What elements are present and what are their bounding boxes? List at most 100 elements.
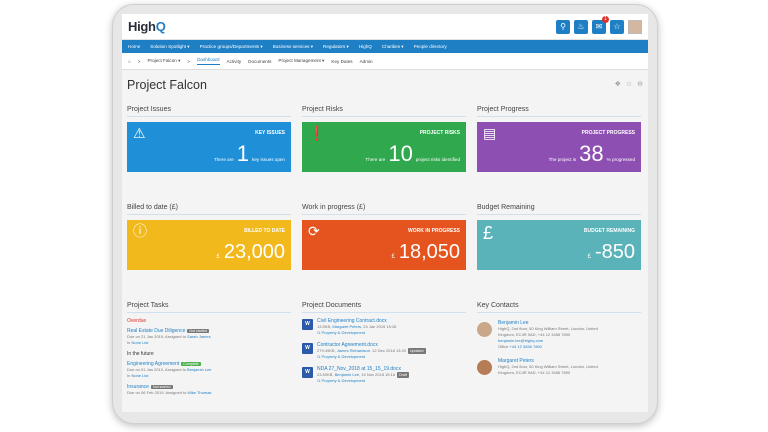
nav-regulators[interactable]: Regulators ▾: [323, 43, 349, 49]
contact-address-line: HighQ, 2nd floor, 50 King William Street…: [498, 326, 598, 331]
tile-billed-to-date[interactable]: ⓘ BILLED TO DATE £23,000: [127, 220, 291, 270]
nav-home[interactable]: Home: [128, 44, 141, 49]
nav-highq[interactable]: HighQ: [358, 44, 372, 49]
home-icon[interactable]: ⌂: [128, 58, 131, 64]
tab-project-management[interactable]: Project Management ▾: [278, 58, 325, 63]
nav-charities[interactable]: Charities ▾: [381, 43, 404, 49]
tile-prefix: There are: [213, 157, 234, 162]
tile-work-in-progress[interactable]: ⟳ WORK IN PROGRESS £18,050: [302, 220, 466, 270]
tile-value: 38: [579, 141, 604, 166]
tile-label: WORK IN PROGRESS: [408, 228, 460, 234]
favourite-star-icon[interactable]: ☆: [625, 81, 633, 88]
tile-value: 23,000: [223, 241, 285, 263]
nav-people-directory[interactable]: People directory: [413, 44, 447, 49]
contact-avatar[interactable]: [477, 322, 492, 337]
tile-project-risks[interactable]: ❗ PROJECT RISKS There are 10 project risks…: [302, 122, 466, 172]
document-date: , 12 Dec 2018 13:20: [369, 348, 406, 354]
user-avatar[interactable]: [628, 19, 642, 34]
tile-prefix: The project is: [548, 157, 577, 162]
contact-email[interactable]: benjamin.lee@highq.com: [498, 338, 544, 343]
tab-documents[interactable]: Documents: [248, 58, 272, 64]
task-assignee-link[interactable]: Benjamin Lee: [187, 367, 212, 372]
task-list-link[interactable]: None List: [131, 373, 149, 378]
tile-value: 1: [236, 141, 250, 166]
star-icon[interactable]: ☆: [610, 19, 624, 34]
notification-badge: 1: [602, 15, 609, 23]
task-list-link[interactable]: None List: [131, 340, 149, 345]
task-title[interactable]: Insurance: [127, 384, 149, 390]
document-item: W Contractor Agreement.docx 279.49KB, Ja…: [302, 342, 466, 360]
tile-project-progress[interactable]: ▤ PROJECT PROGRESS The project is 38% pro…: [477, 122, 641, 172]
task-due: Due on 21 Jan 2019, Assigned to: [127, 334, 188, 339]
highq-logo[interactable]: HighQ: [128, 19, 166, 34]
document-folder[interactable]: /1 Property & Development: [317, 354, 366, 360]
tile-suffix: project risks identified: [415, 157, 460, 162]
section-title-budget: Budget Remaining: [477, 204, 535, 211]
task-title[interactable]: Engineering Agreement: [127, 361, 180, 367]
divider: [302, 312, 466, 313]
breadcrumb-separator: >: [137, 58, 141, 64]
status-badge: Not started: [150, 384, 173, 389]
contact-name[interactable]: Benjamin Lee: [498, 320, 529, 326]
tile-label: BUDGET REMAINING: [583, 228, 635, 234]
document-name[interactable]: NDA 27_Nov_2018 at 15_15_19.docx: [317, 366, 401, 373]
tile-value: 18,050: [398, 241, 460, 263]
pound-icon: £: [483, 223, 494, 243]
main-nav: Home Solution Spotlight ▾ Practice group…: [122, 40, 648, 53]
document-folder[interactable]: /1 Property & Development: [317, 330, 366, 335]
document-size: 279.49KB,: [317, 348, 337, 354]
documents-list: W Civil Engineering Contract.docx 13.5KB…: [302, 318, 466, 390]
tab-dashboard[interactable]: Dashboard: [197, 57, 220, 65]
warning-icon: ⚠: [133, 125, 146, 141]
document-name[interactable]: Contractor Agreement.docx: [317, 342, 378, 348]
divider: [302, 214, 466, 215]
divider: [477, 116, 641, 117]
remove-icon[interactable]: ⊖: [637, 81, 643, 88]
contact-name[interactable]: Margaret Peters: [498, 358, 534, 364]
app-screen: HighQ ⚲ ♨ ✉ 1 ☆ Home Solution Spotlight ▾…: [122, 14, 648, 412]
nav-solution-spotlight[interactable]: Solution Spotlight ▾: [150, 43, 190, 49]
section-title-billed: Billed to date (£): [127, 204, 178, 211]
bell-icon[interactable]: ♨: [574, 19, 588, 34]
breadcrumb-separator: >: [187, 58, 191, 64]
currency-symbol: £: [587, 254, 591, 260]
tile-prefix: There are: [365, 157, 386, 162]
tab-key-dates[interactable]: Key Dates: [331, 58, 353, 64]
search-icon[interactable]: ⚲: [556, 19, 570, 34]
contact-card: Margaret Peters HighQ, 2nd floor, 50 Kin…: [477, 358, 641, 376]
task-assignee-link[interactable]: Sarah James: [187, 334, 211, 339]
divider: [127, 312, 291, 313]
word-doc-icon: W: [302, 343, 313, 354]
task-list-prefix: In: [127, 340, 132, 345]
document-status-badge: Updated: [407, 348, 426, 354]
contact-address-line: Kingdom, EC4R 9AD, +44 12 3456 7890: [498, 332, 571, 337]
tile-value: -850: [594, 241, 635, 263]
tab-activity[interactable]: Activity: [226, 58, 242, 64]
divider: [127, 214, 291, 215]
breadcrumb-project[interactable]: Project Falcon ▾: [147, 58, 181, 63]
mail-icon[interactable]: ✉ 1: [592, 15, 609, 34]
contact-office-phone[interactable]: +44 12 3456 7890: [509, 344, 542, 349]
tile-budget-remaining[interactable]: £ BUDGET REMAINING £ -850: [477, 220, 641, 270]
nav-business-services[interactable]: Business services ▾: [272, 43, 314, 49]
task-due: Due on 01 Jan 2019, Assigned to: [127, 367, 188, 372]
tile-label: PROJECT PROGRESS: [581, 130, 635, 136]
document-author[interactable]: Margaret Peters: [332, 324, 362, 329]
tab-admin[interactable]: Admin: [359, 58, 373, 64]
task-list-prefix: In: [127, 373, 132, 378]
nav-practice-groups[interactable]: Practice groups/Departments ▾: [199, 43, 263, 49]
document-author[interactable]: Benjamin Lee: [334, 372, 360, 378]
document-size: 23.50KB,: [317, 372, 335, 378]
document-folder[interactable]: /1 Property & Development: [317, 378, 366, 384]
tile-key-issues[interactable]: ⚠ KEY ISSUES There are 1 key issues open: [127, 122, 291, 172]
task-assignee-link[interactable]: Mike Thomas: [187, 390, 212, 395]
document-name[interactable]: Civil Engineering Contract.docx: [317, 318, 387, 324]
document-author[interactable]: James Richardson: [336, 348, 370, 354]
section-title-tasks: Project Tasks: [127, 302, 169, 309]
contact-avatar[interactable]: [477, 360, 492, 375]
task-title[interactable]: Real Estate Due Diligence: [127, 328, 186, 334]
pin-icon[interactable]: ❖: [614, 81, 621, 88]
task-item: Engineering Agreement Complete Due on 01 …: [127, 361, 291, 379]
divider: [477, 312, 641, 313]
pound-coin-icon: ⓘ: [133, 223, 147, 239]
